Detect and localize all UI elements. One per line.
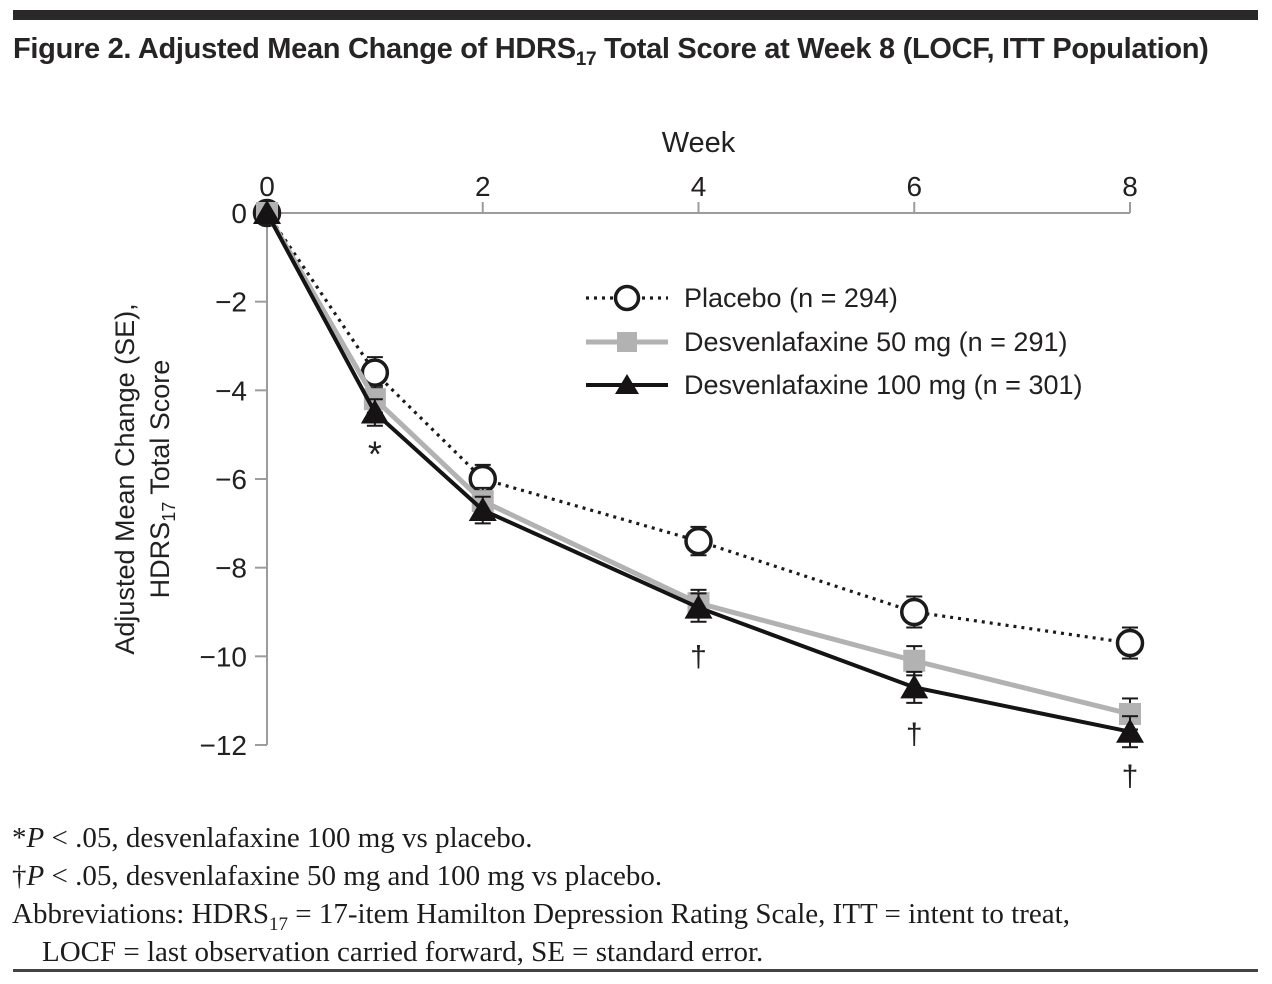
filled-triangle-marker xyxy=(615,374,639,394)
filled-square-marker xyxy=(1119,702,1141,725)
x-tick-label: 0 xyxy=(259,171,275,202)
y-tick-label: −4 xyxy=(215,375,247,406)
y-axis-title-line2: HDRS17 Total Score xyxy=(145,360,179,599)
filled-triangle-marker xyxy=(900,674,929,699)
dagger-annotation: † xyxy=(1122,760,1139,793)
footnote-line: LOCF = last observation carried forward,… xyxy=(12,933,1262,971)
footnote-segment: LOCF = last observation carried forward,… xyxy=(42,936,764,968)
x-axis-title: Week xyxy=(662,127,736,159)
footnotes: *P < .05, desvenlafaxine 100 mg vs place… xyxy=(12,819,1262,971)
hdrs-line-chart: Week 0 2 4 6 8 0 −2 −4 −6 −8 −10 −12 Adjusted Mean Ch… xyxy=(110,127,1145,793)
series-desvenlafaxine-100-mg-n-301 xyxy=(253,200,1144,749)
filled-square-marker xyxy=(903,649,926,672)
axis-labels: Week 0 2 4 6 8 0 −2 −4 −6 −8 −10 −12 Adjusted Mean Ch… xyxy=(110,127,1138,761)
y-tick-label: −2 xyxy=(215,287,247,318)
figure-title-subscript: 17 xyxy=(575,48,597,70)
filled-triangle-marker xyxy=(684,594,713,619)
dagger-annotation: † xyxy=(906,718,923,751)
series-line xyxy=(265,212,1131,734)
open-circle-marker xyxy=(684,526,713,556)
y-tick-label: 0 xyxy=(231,198,247,229)
footnote-segment: P xyxy=(26,822,45,854)
series-line xyxy=(264,211,1131,717)
y-tick-label: −6 xyxy=(215,464,247,495)
x-tick-label: 6 xyxy=(906,171,922,202)
axes xyxy=(255,202,1131,746)
y-tick-label: −10 xyxy=(200,641,248,672)
footnote-segment: < .05, desvenlafaxine 50 mg and 100 mg v… xyxy=(44,860,663,892)
filled-square-marker xyxy=(617,332,637,352)
footnote-segment: Abbreviations: HDRS xyxy=(12,898,269,930)
y-axis-title-line1: Adjusted Mean Change (SE), xyxy=(110,303,140,654)
series-placebo-n-294 xyxy=(252,198,1145,660)
x-tick-label: 2 xyxy=(475,171,491,202)
x-tick-label: 8 xyxy=(1122,171,1138,202)
error-bars xyxy=(366,398,1138,749)
figure-title-text: Total Score at Week 8 (LOCF, ITT Populat… xyxy=(596,33,1209,65)
x-tick-label: 4 xyxy=(691,171,707,202)
filled-triangle-marker xyxy=(1116,718,1144,743)
footnote-line: *P < .05, desvenlafaxine 100 mg vs place… xyxy=(12,819,1262,857)
footnote-segment: † xyxy=(12,860,27,892)
footnote-segment: * xyxy=(12,822,27,854)
footnote-line: †P < .05, desvenlafaxine 50 mg and 100 m… xyxy=(12,857,1262,895)
legend-label: Desvenlafaxine 100 mg (n = 301) xyxy=(684,370,1083,400)
top-rule xyxy=(13,10,1258,20)
significance-annotations: * † † † xyxy=(368,433,1138,793)
open-circle-marker xyxy=(1115,628,1145,658)
figure-title: Figure 2. Adjusted Mean Change of HDRS17… xyxy=(13,30,1238,70)
open-circle-marker xyxy=(900,597,929,627)
footnote-segment: < .05, desvenlafaxine 100 mg vs placebo. xyxy=(44,822,533,854)
dagger-annotation: † xyxy=(690,640,707,673)
y-tick-label: −12 xyxy=(200,730,248,761)
footnote-segment: P xyxy=(26,860,45,892)
filled-triangle-marker xyxy=(360,399,389,424)
open-circle-marker xyxy=(613,284,641,312)
filled-triangle-marker xyxy=(253,200,281,224)
footnote-segment: 17 xyxy=(268,913,288,935)
footnote-line: Abbreviations: HDRS17 = 17-item Hamilton… xyxy=(12,895,1262,935)
legend-label: Desvenlafaxine 50 mg (n = 291) xyxy=(684,327,1067,357)
filled-triangle-marker xyxy=(468,497,497,522)
footnote-segment: = 17-item Hamilton Depression Rating Sca… xyxy=(287,898,1070,930)
bottom-rule xyxy=(13,969,1258,972)
asterisk-annotation: * xyxy=(368,433,382,474)
figure-title-text: Figure 2. Adjusted Mean Change of HDRS xyxy=(13,33,576,65)
series-line xyxy=(265,212,1131,645)
legend: Placebo (n = 294) Desvenlafaxine 50 mg (n… xyxy=(586,283,1083,400)
legend-label: Placebo (n = 294) xyxy=(684,283,898,313)
y-tick-label: −8 xyxy=(215,553,247,584)
